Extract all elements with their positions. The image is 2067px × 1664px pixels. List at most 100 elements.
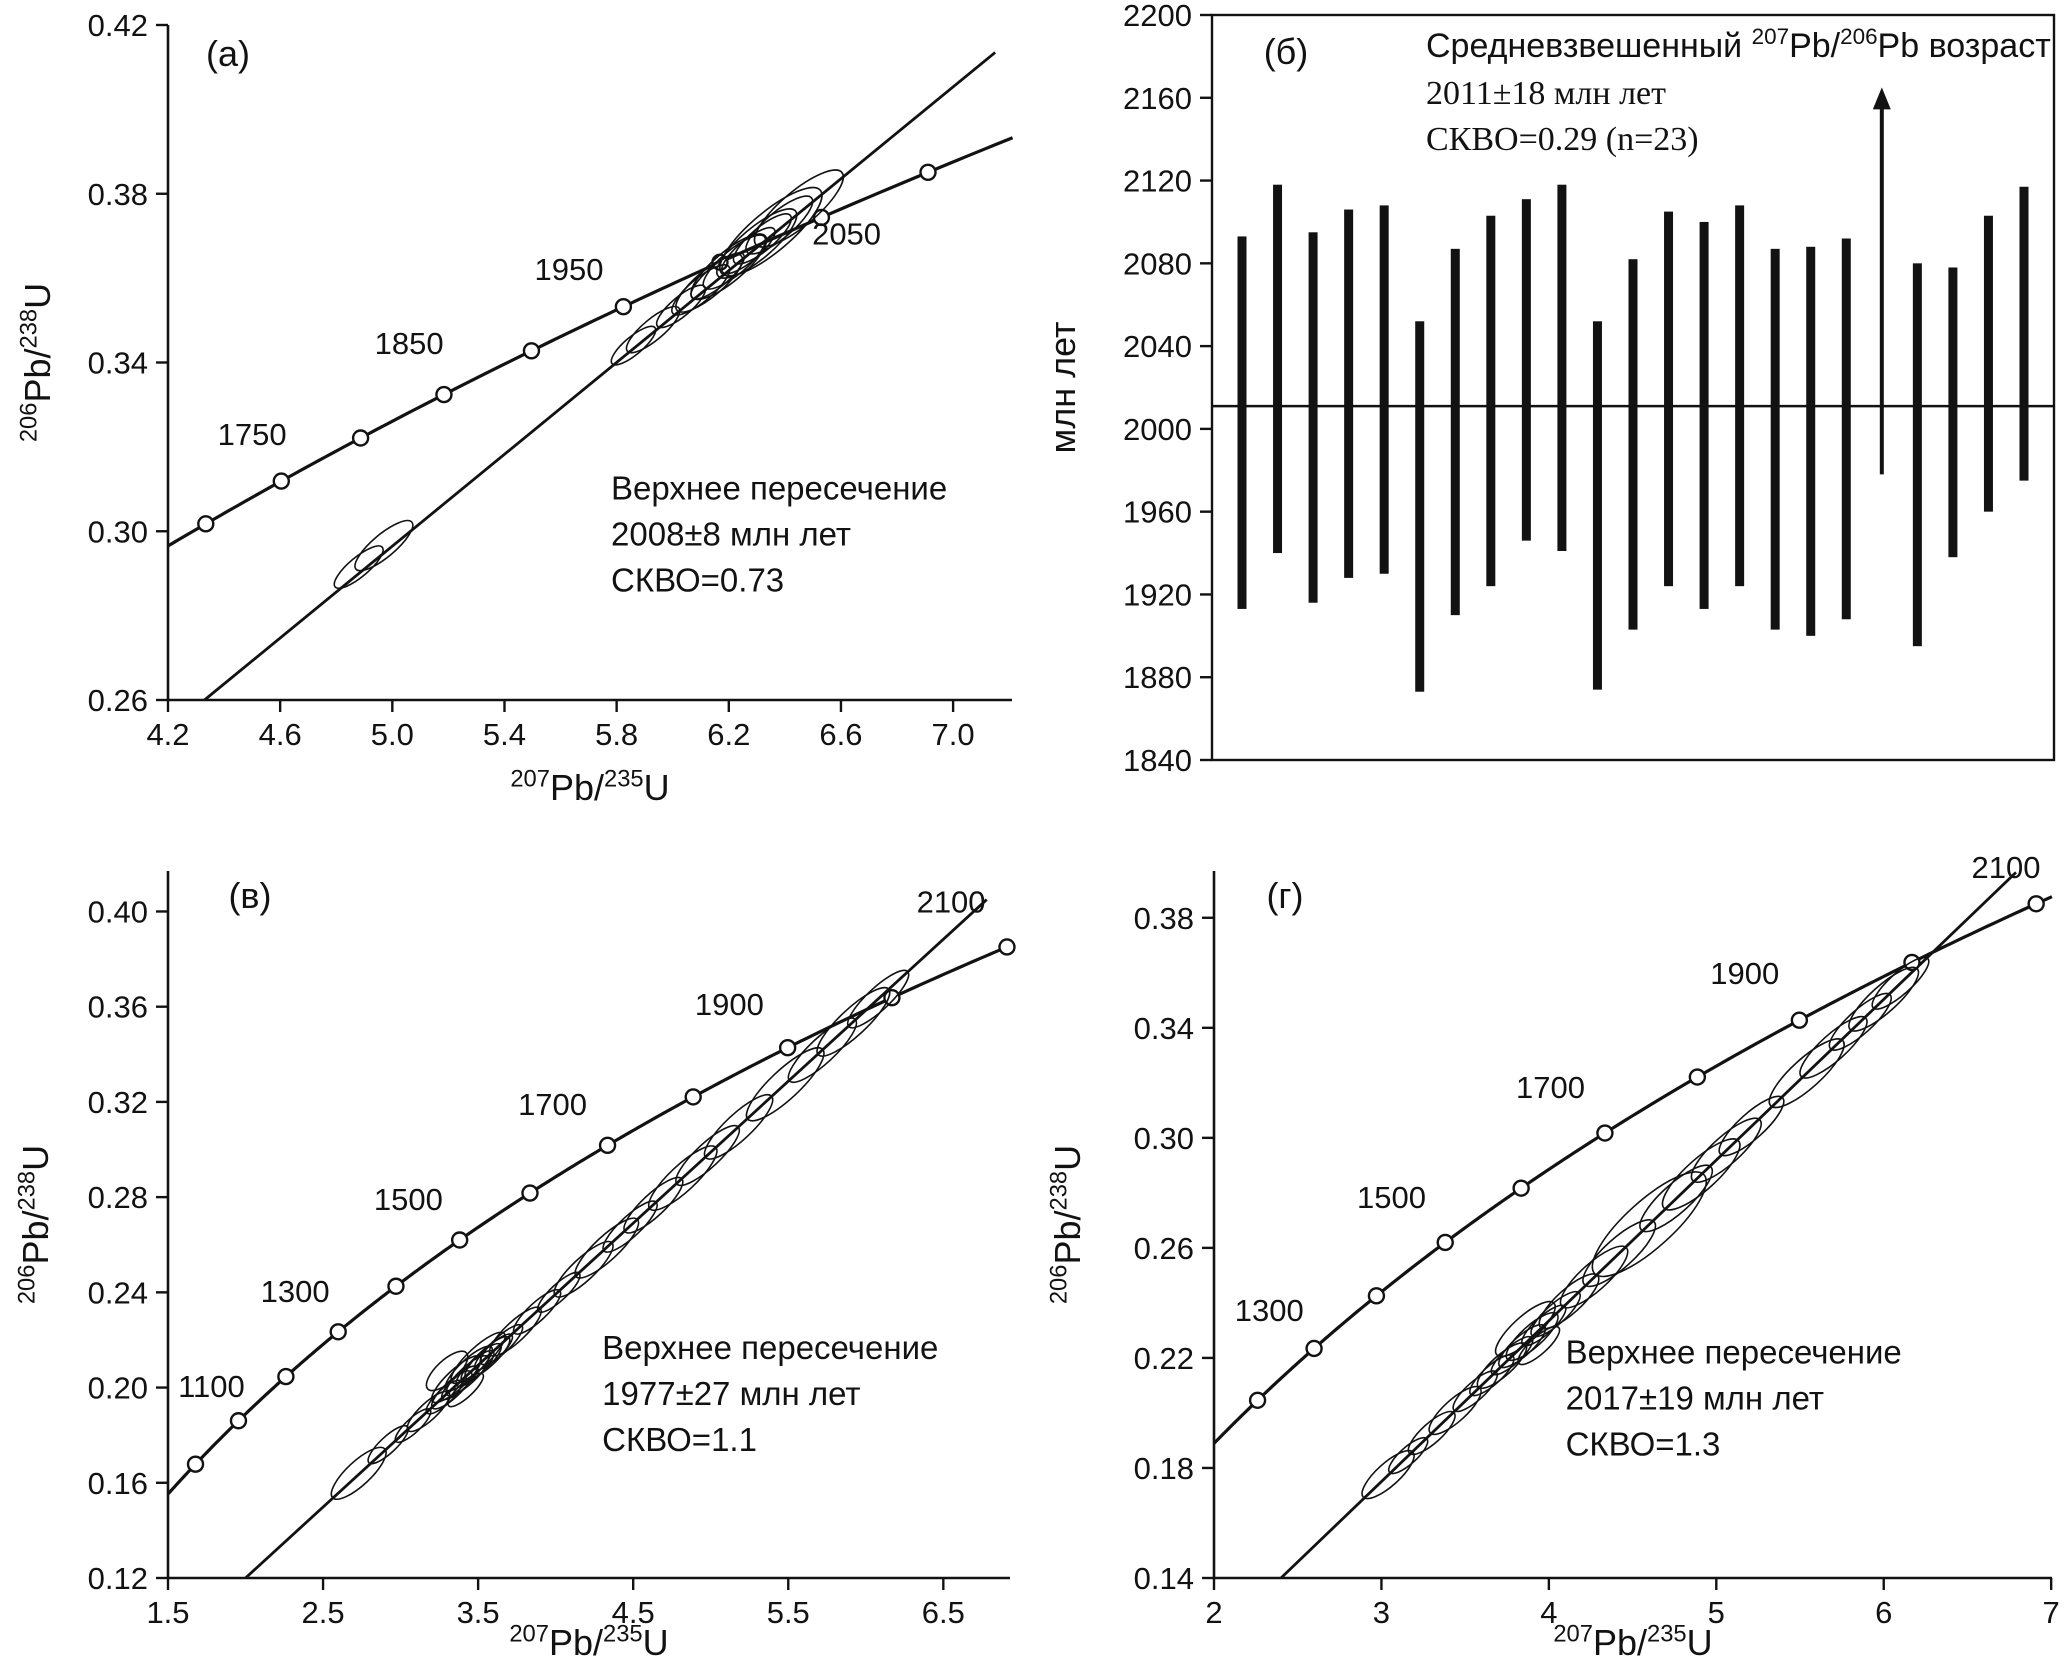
error-bar bbox=[1592, 321, 1602, 690]
error-ellipse bbox=[394, 1408, 432, 1444]
y-tick-label: 0.34 bbox=[88, 346, 148, 381]
error-bar bbox=[1486, 215, 1496, 587]
discordia-line bbox=[244, 898, 988, 1580]
annotation-line: 1977±27 млн лет bbox=[602, 1375, 860, 1412]
y-tick-label: 1960 bbox=[1123, 495, 1192, 530]
x-tick-label: 6.2 bbox=[707, 717, 750, 752]
age-label: 1750 bbox=[218, 417, 287, 452]
error-ellipse bbox=[1407, 1410, 1456, 1456]
error-ellipse bbox=[1639, 1164, 1714, 1233]
error-ellipse bbox=[1591, 1171, 1708, 1278]
annotation-line: СКВО=0.73 bbox=[611, 562, 784, 599]
y-tick-label: 0.40 bbox=[88, 894, 148, 929]
error-ellipse-group bbox=[1517, 1325, 1561, 1366]
x-tick-label: 5.0 bbox=[371, 717, 414, 752]
error-ellipse bbox=[536, 1271, 581, 1314]
y-tick-label: 0.14 bbox=[1134, 1561, 1194, 1596]
error-ellipse-group bbox=[623, 1176, 684, 1234]
x-tick-label: 4.5 bbox=[612, 1595, 655, 1630]
x-axis-title: 207Pb/235U bbox=[1553, 1620, 1712, 1663]
error-bar bbox=[1699, 221, 1709, 609]
age-label: 1900 bbox=[695, 987, 764, 1022]
error-ellipse-group bbox=[716, 208, 798, 279]
error-ellipse-group bbox=[1452, 1370, 1499, 1413]
error-ellipse bbox=[1505, 1311, 1559, 1362]
error-bar bbox=[1735, 205, 1745, 587]
error-ellipse bbox=[1718, 1095, 1785, 1157]
error-ellipse-group bbox=[745, 1047, 825, 1122]
error-bar bbox=[1664, 211, 1674, 587]
error-ellipse bbox=[610, 325, 657, 366]
y-tick-label: 0.20 bbox=[88, 1371, 148, 1406]
age-marker bbox=[272, 472, 290, 490]
error-bar bbox=[1308, 232, 1318, 603]
y-tick-label: 0.26 bbox=[1134, 1231, 1194, 1266]
annotation-line: Верхнее пересечение bbox=[602, 1329, 938, 1366]
x-tick-label: 4 bbox=[1540, 1595, 1557, 1630]
error-ellipse bbox=[1690, 1117, 1762, 1183]
age-marker bbox=[919, 163, 937, 181]
x-tick-label: 5.8 bbox=[595, 717, 638, 752]
x-tick-label: 3.5 bbox=[457, 1595, 500, 1630]
error-ellipse-group bbox=[553, 1240, 614, 1298]
y-tick-label: 0.18 bbox=[1134, 1451, 1194, 1486]
y-tick-label: 0.22 bbox=[1134, 1341, 1194, 1376]
error-ellipse bbox=[430, 1355, 482, 1404]
age-label: 2050 bbox=[812, 216, 881, 251]
age-label: 2100 bbox=[917, 885, 986, 920]
y-axis-title: 206Pb/238U bbox=[1045, 1145, 1088, 1304]
error-ellipse-group bbox=[1768, 1038, 1845, 1109]
age-marker bbox=[778, 1038, 797, 1057]
annotation-line: 2008±8 млн лет bbox=[611, 516, 851, 553]
discordia-line bbox=[203, 51, 997, 702]
error-ellipse bbox=[625, 305, 681, 354]
error-bar bbox=[1344, 209, 1354, 578]
error-bar bbox=[1379, 205, 1389, 574]
error-ellipse bbox=[745, 195, 814, 255]
annotation-line: 2017±19 млн лет bbox=[1566, 1379, 1824, 1416]
age-label: 1700 bbox=[518, 1087, 587, 1122]
annotation-line: Верхнее пересечение bbox=[1566, 1333, 1902, 1370]
error-ellipse bbox=[846, 969, 910, 1029]
y-tick-label: 0.38 bbox=[88, 177, 148, 212]
error-ellipse bbox=[1871, 956, 1930, 1010]
error-ellipse-group bbox=[1505, 1311, 1559, 1362]
error-ellipse-group bbox=[787, 1017, 858, 1084]
error-ellipse bbox=[675, 253, 744, 313]
age-marker bbox=[1512, 1179, 1530, 1197]
y-tick-label: 2160 bbox=[1123, 81, 1192, 116]
y-tick-label: 0.30 bbox=[1134, 1121, 1194, 1156]
age-marker bbox=[329, 1323, 347, 1341]
error-ellipse-group bbox=[1661, 1138, 1741, 1211]
error-ellipse bbox=[719, 186, 823, 277]
error-bar bbox=[1273, 184, 1283, 554]
y-tick-label: 1840 bbox=[1123, 743, 1192, 778]
x-tick-label: 5.5 bbox=[767, 1595, 810, 1630]
error-ellipse-group bbox=[675, 253, 744, 313]
error-ellipse-group bbox=[675, 1124, 741, 1187]
age-marker bbox=[1688, 1068, 1707, 1086]
y-tick-label: 0.12 bbox=[88, 1561, 148, 1596]
error-bar bbox=[1770, 248, 1780, 630]
error-ellipse-group bbox=[1639, 1164, 1714, 1233]
y-tick-label: 0.42 bbox=[88, 8, 148, 43]
age-label: 1500 bbox=[1357, 1180, 1426, 1215]
error-ellipse bbox=[745, 1047, 825, 1122]
annotation-line: СКВО=1.1 bbox=[602, 1421, 757, 1458]
age-marker bbox=[351, 429, 370, 447]
age-marker bbox=[197, 515, 215, 533]
y-tick-label: 0.36 bbox=[88, 990, 148, 1025]
error-bar bbox=[1806, 246, 1816, 636]
concordia-curve bbox=[166, 944, 1011, 1496]
error-ellipse bbox=[623, 1176, 684, 1234]
error-ellipse-group bbox=[425, 1350, 469, 1392]
error-ellipse bbox=[1799, 1015, 1868, 1079]
x-tick-label: 1.5 bbox=[146, 1595, 189, 1630]
error-ellipse bbox=[816, 986, 891, 1057]
age-marker bbox=[2027, 895, 2045, 913]
error-ellipse bbox=[690, 233, 768, 301]
error-bar bbox=[1912, 263, 1922, 647]
panel-g-concordia-chart: 2 3 4 5 6 7 0.14 0.18 0.22 0.26 0.30 0.34 0.38 207Pb/… bbox=[1045, 850, 2059, 1663]
error-ellipse-group bbox=[1559, 1245, 1629, 1309]
panel-letter: (а) bbox=[206, 33, 250, 74]
